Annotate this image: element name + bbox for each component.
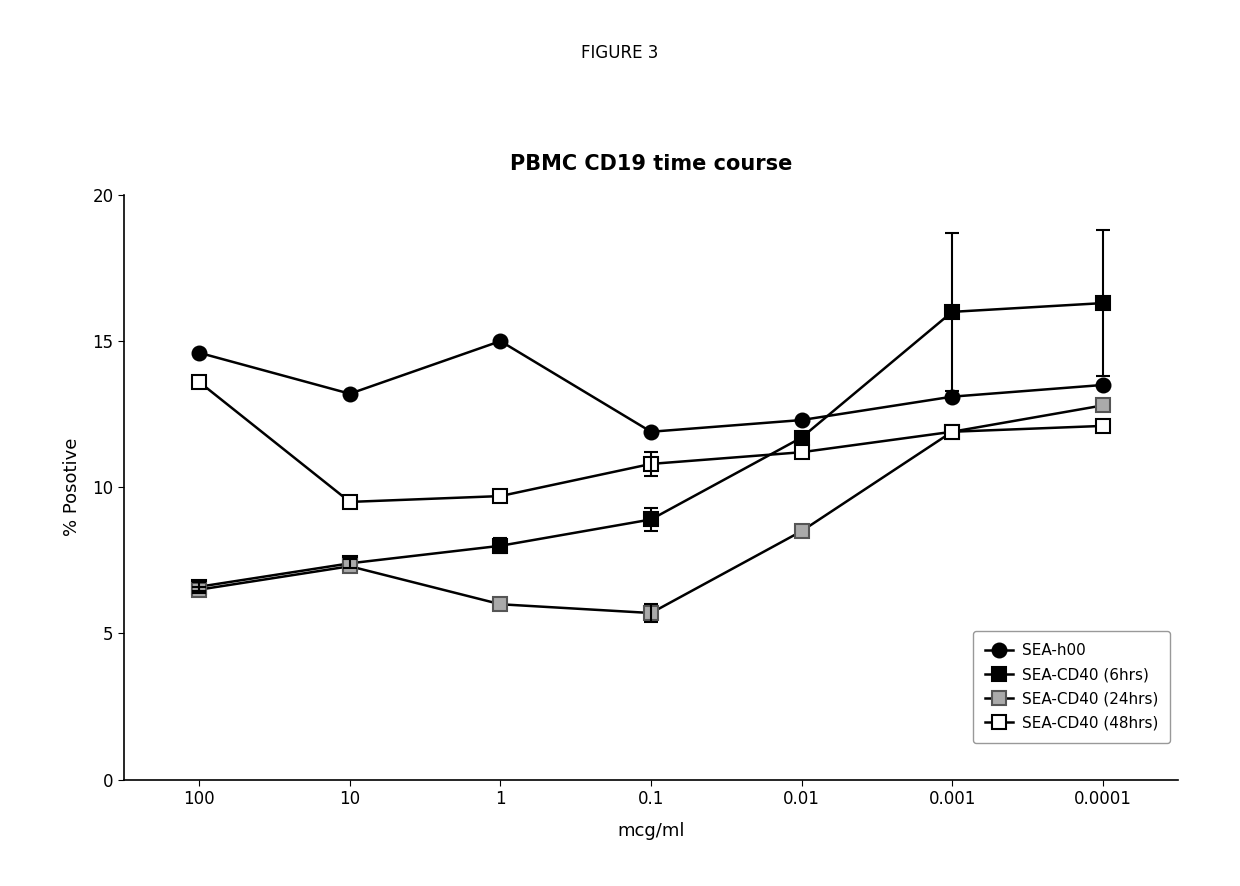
SEA-CD40 (48hrs) [192, 377, 207, 387]
SEA-CD40 (48hrs) [644, 459, 658, 470]
Title: PBMC CD19 time course: PBMC CD19 time course [510, 154, 792, 174]
SEA-CD40 (6hrs) [342, 558, 357, 569]
SEA-h00 [494, 336, 508, 346]
SEA-CD40 (48hrs) [1095, 421, 1110, 431]
SEA-CD40 (24hrs) [945, 426, 960, 437]
SEA-CD40 (6hrs) [794, 432, 808, 443]
Line: SEA-CD40 (24hrs): SEA-CD40 (24hrs) [192, 399, 1110, 620]
Legend: SEA-h00, SEA-CD40 (6hrs), SEA-CD40 (24hrs), SEA-CD40 (48hrs): SEA-h00, SEA-CD40 (6hrs), SEA-CD40 (24hr… [973, 631, 1171, 742]
Line: SEA-h00: SEA-h00 [192, 334, 1110, 439]
SEA-CD40 (6hrs) [945, 307, 960, 317]
X-axis label: mcg/ml: mcg/ml [618, 822, 684, 840]
SEA-h00 [192, 347, 207, 358]
Line: SEA-CD40 (6hrs): SEA-CD40 (6hrs) [192, 296, 1110, 594]
SEA-h00 [945, 392, 960, 402]
SEA-CD40 (24hrs) [794, 526, 808, 537]
SEA-CD40 (24hrs) [494, 599, 508, 610]
SEA-CD40 (24hrs) [1095, 400, 1110, 411]
SEA-h00 [644, 426, 658, 437]
SEA-CD40 (24hrs) [192, 585, 207, 595]
SEA-CD40 (48hrs) [794, 447, 808, 457]
Text: FIGURE 3: FIGURE 3 [582, 44, 658, 62]
SEA-CD40 (6hrs) [1095, 298, 1110, 308]
SEA-h00 [342, 388, 357, 399]
SEA-CD40 (24hrs) [644, 608, 658, 618]
SEA-h00 [1095, 380, 1110, 391]
SEA-CD40 (48hrs) [945, 426, 960, 437]
SEA-h00 [794, 415, 808, 425]
SEA-CD40 (48hrs) [494, 491, 508, 501]
Y-axis label: % Posotive: % Posotive [63, 438, 82, 537]
Line: SEA-CD40 (48hrs): SEA-CD40 (48hrs) [192, 375, 1110, 509]
SEA-CD40 (6hrs) [494, 540, 508, 551]
SEA-CD40 (6hrs) [192, 581, 207, 592]
SEA-CD40 (24hrs) [342, 561, 357, 571]
SEA-CD40 (48hrs) [342, 496, 357, 507]
SEA-CD40 (6hrs) [644, 514, 658, 525]
